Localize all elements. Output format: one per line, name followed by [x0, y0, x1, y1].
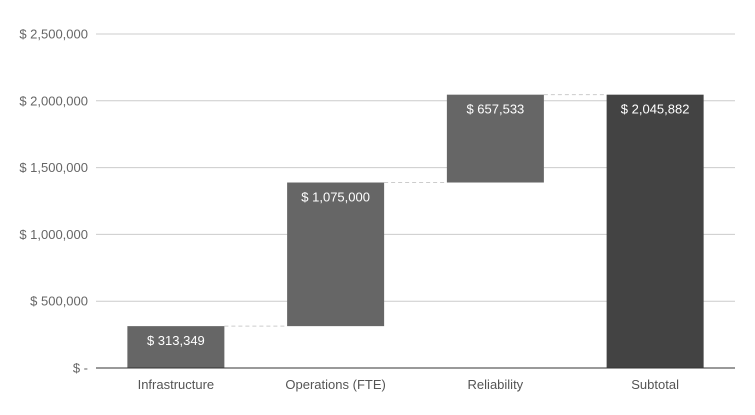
bars — [127, 94, 704, 368]
waterfall-bar — [446, 94, 544, 183]
data-label: $ 2,045,882 — [621, 102, 690, 117]
y-tick-label: $ 2,000,000 — [19, 93, 88, 108]
x-axis-category-labels: Infrastructure Operations (FTE) Reliabilit… — [138, 377, 680, 392]
data-label: $ 657,533 — [466, 102, 524, 117]
x-category-label: Reliability — [468, 377, 524, 392]
connector-lines — [224, 94, 607, 327]
x-category-label: Operations (FTE) — [285, 377, 385, 392]
waterfall-bar — [287, 182, 385, 327]
data-label: $ 1,075,000 — [301, 190, 370, 205]
y-tick-label: $ 1,500,000 — [19, 160, 88, 175]
waterfall-bar — [127, 326, 225, 368]
x-category-label: Subtotal — [631, 377, 679, 392]
y-tick-label: $ - — [73, 361, 88, 376]
y-tick-label: $ 2,500,000 — [19, 27, 88, 42]
y-tick-label: $ 500,000 — [30, 294, 88, 309]
y-axis-tick-labels: $ - $ 500,000 $ 1,000,000 $ 1,500,000 $ 2,00… — [19, 27, 88, 376]
y-tick-label: $ 1,000,000 — [19, 227, 88, 242]
x-category-label: Infrastructure — [138, 377, 215, 392]
data-label: $ 313,349 — [147, 333, 205, 348]
data-labels: $ 313,349 $ 1,075,000 $ 657,533 $ 2,045,882 — [147, 102, 690, 348]
total-bar — [606, 94, 704, 368]
